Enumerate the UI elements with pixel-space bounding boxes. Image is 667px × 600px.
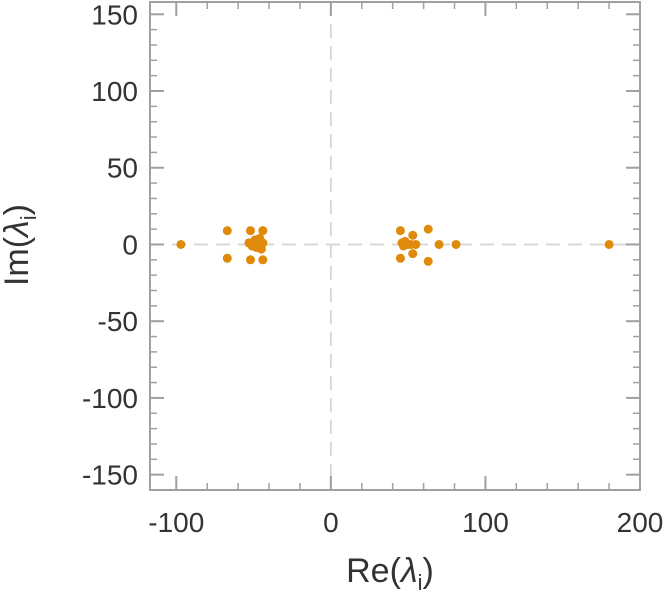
data-point	[423, 224, 433, 234]
data-points	[176, 224, 614, 266]
x-tick-label: -100	[148, 507, 204, 538]
y-tick-label: -50	[98, 306, 138, 337]
y-tick-label: 150	[91, 0, 138, 30]
x-tick-label: 200	[617, 507, 664, 538]
data-point	[258, 238, 268, 248]
y-tick-label: 100	[91, 76, 138, 107]
y-tick-label: -150	[82, 460, 138, 491]
data-point	[451, 239, 461, 249]
data-point	[395, 226, 405, 236]
y-tick-labels: -150 -100 -50 0 50 100 150	[82, 0, 138, 491]
data-point	[245, 226, 255, 236]
data-point	[222, 253, 232, 263]
data-point	[423, 256, 433, 266]
x-tick-labels: -100 0 100 200	[148, 507, 663, 538]
data-point	[604, 239, 614, 249]
data-point	[395, 253, 405, 263]
reference-lines	[150, 2, 640, 490]
data-point	[245, 255, 255, 265]
x-tick-label: 100	[462, 507, 509, 538]
data-point	[411, 239, 421, 249]
data-point	[408, 230, 418, 240]
y-tick-label: 0	[122, 229, 138, 260]
y-tick-label: -100	[82, 383, 138, 414]
major-ticks	[150, 2, 641, 490]
plot-frame	[149, 1, 641, 491]
y-axis-label: Im(λi)	[0, 204, 41, 286]
minor-ticks	[150, 2, 641, 491]
x-axis-label: Re(λi)	[346, 552, 434, 595]
data-point	[222, 226, 232, 236]
data-point	[176, 239, 186, 249]
x-tick-label: 0	[323, 507, 339, 538]
data-point	[434, 239, 444, 249]
data-point	[258, 255, 268, 265]
y-tick-label: 50	[107, 153, 138, 184]
data-point	[408, 249, 418, 259]
data-point	[258, 226, 268, 236]
